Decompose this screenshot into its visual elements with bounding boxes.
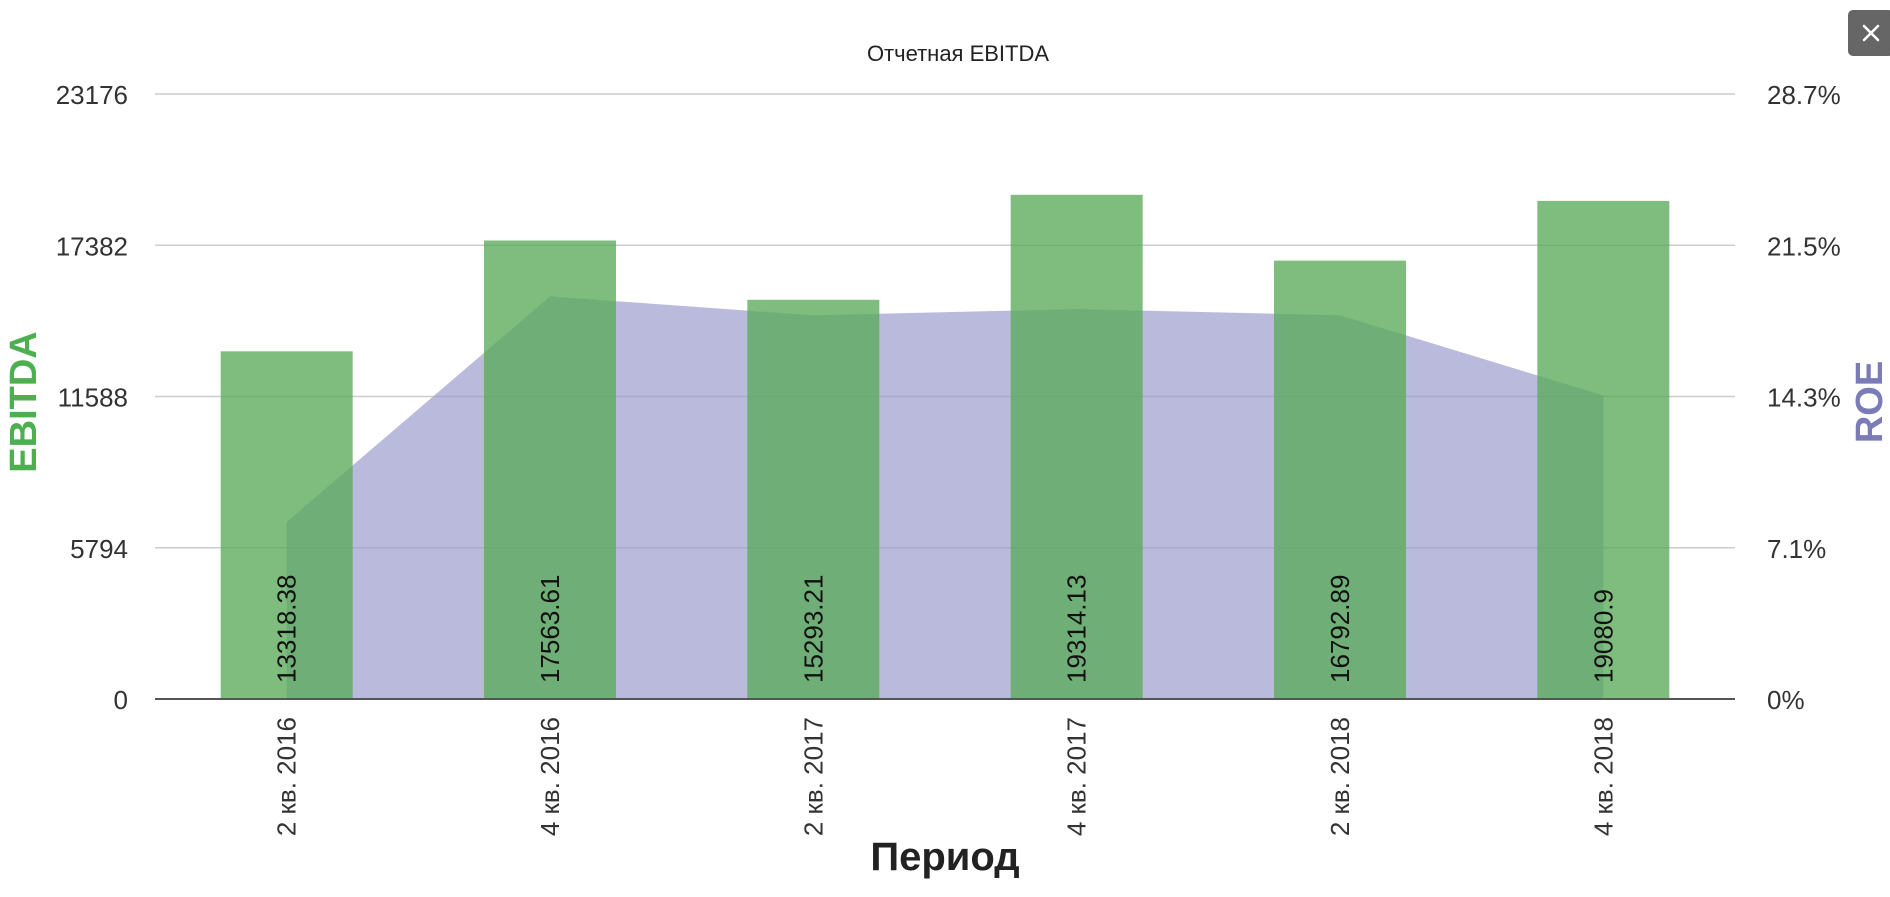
y-tick-label-left: 5794 [70,534,128,564]
bar-value-label: 19314.13 [1062,575,1092,683]
bar-value-label: 15293.21 [798,575,828,683]
bar-value-label: 19080.9 [1588,589,1618,683]
x-tick-label: 2 кв. 2018 [1325,717,1355,836]
y-tick-label-right: 14.3% [1767,383,1841,413]
bar-value-label: 13318.38 [272,575,302,683]
ebitda-bar[interactable] [220,351,353,699]
y-tick-label-left: 23176 [56,80,128,110]
ebitda-bar[interactable] [1010,194,1143,699]
ebitda-bar[interactable] [747,299,880,699]
chart-title: Отчетная EBITDA [867,41,1049,66]
x-tick-label: 4 кв. 2018 [1588,717,1618,836]
close-button[interactable] [1848,10,1890,56]
x-tick-label: 2 кв. 2017 [798,717,828,836]
x-tick-label: 4 кв. 2017 [1062,717,1092,836]
ebitda-bar[interactable] [484,240,616,699]
close-icon [1862,24,1880,42]
y-axis-title-right: ROE [1849,361,1890,443]
y-tick-label-left: 11588 [58,383,128,413]
y-tick-label-right: 21.5% [1767,231,1841,261]
y-tick-label-left: 17382 [56,231,128,261]
y-tick-label-right: 7.1% [1767,534,1826,564]
y-tick-label-right: 0% [1767,685,1805,715]
y-tick-label-right: 28.7% [1767,80,1841,110]
x-axis-title: Период [870,835,1019,879]
y-tick-label-left: 0 [114,685,128,715]
y-axis-title-left: EBITDA [3,331,45,472]
label-layer: 0 0% 5794 7.1% 11588 14.3% 17382 21.5% 23176 28.7… [56,80,1841,836]
ebitda-bar[interactable] [1537,200,1670,699]
bar-value-label: 16792.89 [1325,575,1355,683]
ebitda-bar[interactable] [1274,260,1406,699]
ebitda-bar-layer [220,194,1670,699]
x-tick-label: 4 кв. 2016 [535,717,565,836]
x-tick-label: 2 кв. 2016 [272,717,302,836]
bar-value-label: 17563.61 [535,575,565,683]
